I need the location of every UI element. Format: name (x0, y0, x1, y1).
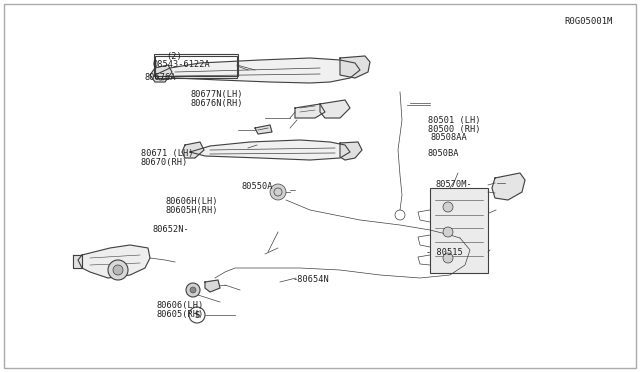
Polygon shape (182, 142, 204, 158)
Text: (2): (2) (166, 52, 182, 61)
Polygon shape (255, 125, 272, 134)
Text: 80501 (LH): 80501 (LH) (428, 116, 480, 125)
Polygon shape (190, 140, 350, 160)
Text: 80550A: 80550A (242, 182, 273, 190)
Circle shape (113, 265, 123, 275)
Circle shape (108, 260, 128, 280)
Polygon shape (340, 56, 370, 78)
Text: 8050BA: 8050BA (428, 149, 459, 158)
Text: 80676A: 80676A (145, 73, 176, 82)
Text: 80671 (LH): 80671 (LH) (141, 149, 193, 158)
Text: 80652N-: 80652N- (152, 225, 189, 234)
Polygon shape (205, 280, 220, 292)
FancyBboxPatch shape (430, 188, 488, 273)
Text: 80570M-: 80570M- (435, 180, 472, 189)
Text: 80606(LH): 80606(LH) (157, 301, 204, 310)
Text: S: S (195, 311, 200, 320)
Circle shape (443, 227, 453, 237)
Text: 80677N(LH): 80677N(LH) (191, 90, 243, 99)
Polygon shape (295, 104, 325, 118)
Text: 80676N(RH): 80676N(RH) (191, 99, 243, 108)
Circle shape (190, 287, 196, 293)
Text: - 80515: - 80515 (426, 248, 462, 257)
Polygon shape (155, 58, 360, 83)
Text: R0G05001M: R0G05001M (564, 17, 613, 26)
Circle shape (270, 184, 286, 200)
Text: -80654N: -80654N (292, 275, 329, 283)
Polygon shape (340, 142, 362, 160)
Text: 08543-6122A: 08543-6122A (152, 60, 210, 69)
Circle shape (186, 283, 200, 297)
Polygon shape (492, 173, 525, 200)
Text: 80606H(LH): 80606H(LH) (165, 198, 218, 206)
Circle shape (189, 307, 205, 323)
Polygon shape (320, 100, 350, 118)
Text: 80500 (RH): 80500 (RH) (428, 125, 480, 134)
Polygon shape (78, 245, 150, 278)
Polygon shape (73, 255, 82, 268)
Text: 80605H(RH): 80605H(RH) (165, 206, 218, 215)
Text: 80605(RH): 80605(RH) (157, 310, 204, 319)
Text: 80508AA: 80508AA (430, 133, 467, 142)
Circle shape (443, 253, 453, 263)
Text: 80670(RH): 80670(RH) (141, 158, 188, 167)
Polygon shape (150, 65, 172, 82)
Circle shape (443, 202, 453, 212)
